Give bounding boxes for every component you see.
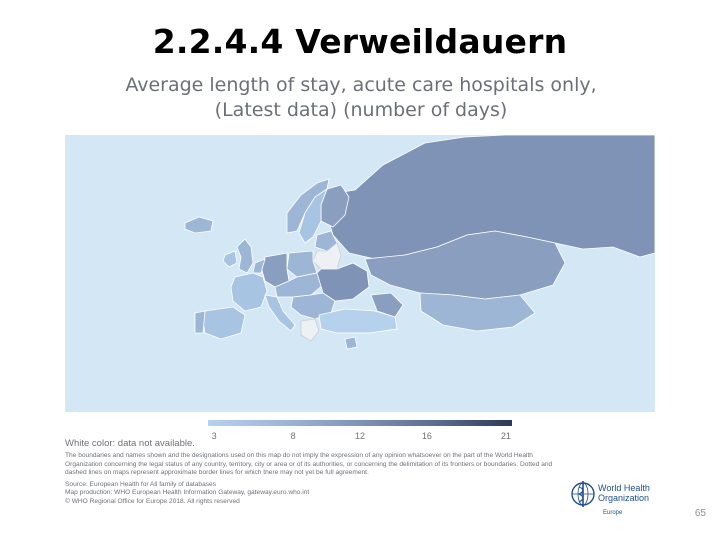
disclaimer-line: dashed lines on maps represent approxima… xyxy=(65,469,369,477)
disclaimer-line: The boundaries and names shown and the d… xyxy=(65,452,533,459)
map-title-line-2: (Latest data) (number of days) xyxy=(214,99,508,121)
map-title-line-1: Average length of stay, acute care hospi… xyxy=(125,74,597,96)
country-caucasus[interactable] xyxy=(370,292,404,318)
country-spain[interactable] xyxy=(202,306,246,340)
slide-title: 2.2.4.4 Verweildauern xyxy=(152,22,568,61)
source-line: Map production: WHO European Health Info… xyxy=(65,489,310,497)
country-kazakhstan[interactable] xyxy=(364,230,566,300)
country-italy[interactable] xyxy=(264,294,296,332)
country-germany[interactable] xyxy=(260,252,290,288)
map-disclaimer: The boundaries and names shown and the d… xyxy=(65,452,655,507)
who-emblem-icon xyxy=(571,481,595,507)
country-greece[interactable] xyxy=(300,318,320,342)
legend-tick: 3 xyxy=(211,431,217,441)
who-logo-line-2: Organization xyxy=(598,493,649,503)
country-france[interactable] xyxy=(230,272,268,312)
legend-tick: 21 xyxy=(500,431,511,441)
country-iceland[interactable] xyxy=(184,216,214,234)
country-eastern-mediterranean[interactable] xyxy=(344,336,358,350)
legend-ticks: 3 8 12 16 21 xyxy=(208,431,512,443)
choropleth-map[interactable] xyxy=(65,135,655,412)
country-ireland[interactable] xyxy=(222,250,238,268)
map-canvas xyxy=(184,135,655,350)
legend-tick: 12 xyxy=(354,431,366,441)
country-russian-federation[interactable] xyxy=(322,135,655,260)
country-turkey[interactable] xyxy=(318,308,398,334)
source-line: Source: European Health for All family o… xyxy=(65,480,217,488)
who-logo-line-3: Europe xyxy=(603,510,623,516)
legend-tick: 8 xyxy=(290,431,296,441)
country-united-kingdom[interactable] xyxy=(236,238,254,274)
legend-color-bar xyxy=(208,420,512,426)
who-logo-line-1: World Health xyxy=(598,483,650,493)
map-title: Average length of stay, acute care hospi… xyxy=(66,73,656,123)
legend-tick: 16 xyxy=(421,431,432,441)
source-line: © WHO Regional Office for Europe 2018. A… xyxy=(65,497,240,505)
page-number: 65 xyxy=(694,508,706,519)
country-portugal[interactable] xyxy=(194,310,206,334)
country-sweden[interactable] xyxy=(298,187,328,244)
country-benelux[interactable] xyxy=(252,258,266,274)
disclaimer-line: Organization concerning the legal status… xyxy=(65,460,553,468)
country-poland[interactable] xyxy=(286,250,318,278)
who-logo: World Health Organization Europe xyxy=(571,481,650,516)
no-data-note: White color: data not available. xyxy=(65,438,195,449)
country-central-asia[interactable] xyxy=(419,292,536,332)
country-belarus[interactable] xyxy=(312,242,342,270)
